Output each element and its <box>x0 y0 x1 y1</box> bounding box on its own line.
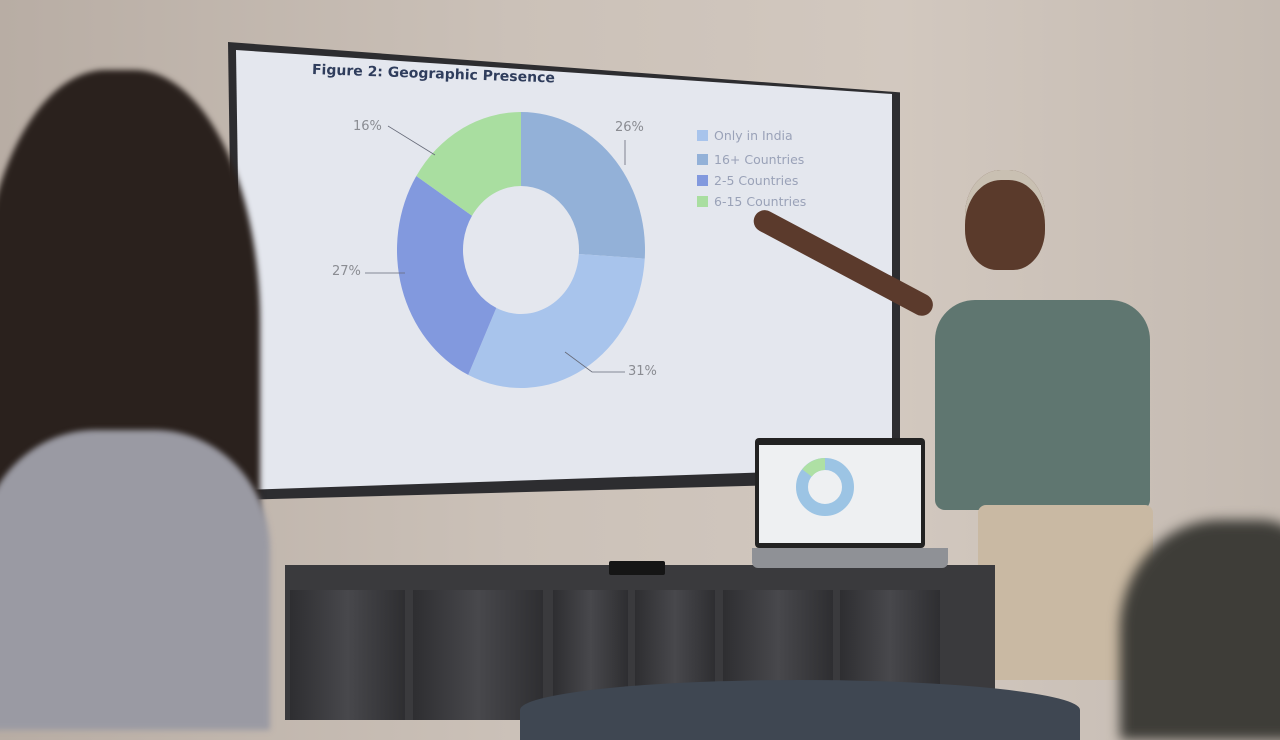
laptop-donut-icon <box>796 458 854 516</box>
legend-label: 2-5 Countries <box>714 173 799 188</box>
table <box>520 680 1080 740</box>
legend-item: 6-15 Countries <box>697 194 806 209</box>
legend-label: Only in India <box>714 128 793 143</box>
legend-item: Only in India <box>697 128 806 143</box>
legend-swatch <box>697 175 708 186</box>
leader-line <box>387 125 436 156</box>
media-box <box>609 561 665 575</box>
leader-line <box>564 351 625 373</box>
label-16: 16% <box>353 119 382 134</box>
donut-slice-only-in-india <box>468 254 645 388</box>
donut-chart <box>365 112 645 388</box>
legend-item: 2-5 Countries <box>697 173 806 188</box>
label-26: 26% <box>615 120 644 135</box>
donut-slice-6-15-countries <box>416 112 521 216</box>
legend-swatch <box>697 196 708 207</box>
legend-swatch <box>697 130 708 141</box>
donut-slice-16-countries <box>521 112 645 259</box>
legend-label: 6-15 Countries <box>714 194 807 209</box>
presenter-body <box>935 300 1150 510</box>
donut-slice-2-5-countries <box>397 176 497 375</box>
audience-shoulder <box>0 430 270 730</box>
legend-item: 16+ Countries <box>697 152 806 167</box>
label-27: 27% <box>332 264 361 279</box>
audience-shoulder-right <box>1120 520 1280 740</box>
legend-label: 16+ Countries <box>714 152 805 167</box>
presenter-head <box>965 170 1045 270</box>
laptop-screen <box>759 445 921 543</box>
laptop-base <box>752 548 948 568</box>
legend-swatch <box>697 154 708 165</box>
legend: Only in India 16+ Countries 2-5 Countrie… <box>697 128 806 209</box>
label-31: 31% <box>628 364 657 379</box>
